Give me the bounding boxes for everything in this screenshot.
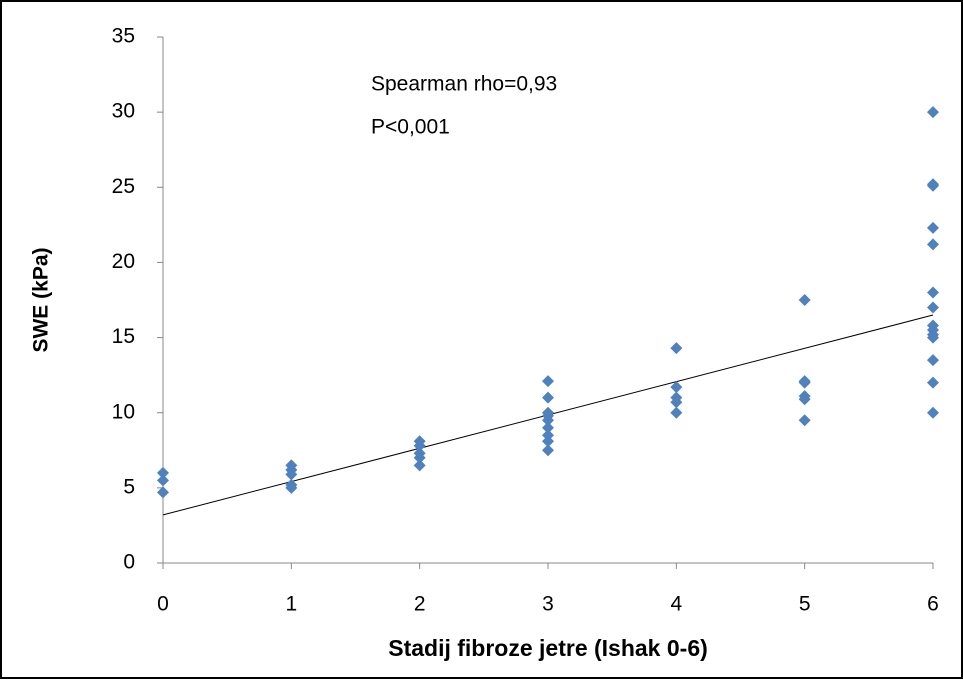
x-axis-label: Stadij fibroze jetre (Ishak 0-6) — [388, 635, 708, 661]
x-tick-label: 1 — [285, 593, 297, 616]
point — [798, 393, 811, 406]
y-axis-label: SWE (kPa) — [30, 247, 53, 352]
point — [542, 391, 554, 404]
point — [927, 354, 939, 367]
point — [413, 459, 426, 472]
point — [157, 486, 169, 499]
point — [927, 221, 939, 234]
point — [157, 466, 169, 479]
point — [413, 451, 426, 464]
point — [670, 342, 683, 355]
point — [542, 435, 554, 448]
point — [285, 481, 298, 494]
point — [798, 414, 811, 427]
x-tick-label: 2 — [414, 593, 426, 616]
y-tick-label: 35 — [112, 25, 135, 48]
point — [927, 286, 939, 299]
y-tick-label: 30 — [112, 100, 135, 123]
annotation: P<0,001 — [371, 116, 450, 139]
y-tick-label: 25 — [112, 175, 135, 198]
point — [542, 444, 554, 457]
point — [798, 376, 811, 389]
y-tick-label: 15 — [112, 325, 135, 348]
x-tick-label: 6 — [927, 593, 939, 616]
point — [542, 429, 554, 442]
y-tick-label: 0 — [123, 551, 135, 574]
x-tick-label: 3 — [542, 593, 554, 616]
point — [670, 381, 683, 394]
annotation: Spearman rho=0,93 — [371, 73, 557, 96]
y-tick-label: 5 — [123, 475, 135, 498]
y-tick-label: 20 — [112, 250, 135, 273]
point — [157, 474, 169, 487]
point — [413, 439, 426, 452]
point — [927, 238, 939, 251]
point — [927, 179, 939, 192]
point — [798, 294, 811, 306]
point — [670, 406, 683, 419]
x-tick-label: 5 — [799, 593, 811, 616]
point — [542, 414, 554, 427]
point — [927, 406, 939, 419]
point — [927, 376, 939, 389]
point — [542, 421, 554, 434]
point — [542, 375, 554, 388]
point — [927, 106, 939, 119]
point — [670, 396, 683, 409]
y-tick-label: 10 — [112, 400, 135, 423]
x-tick-label: 4 — [670, 593, 682, 616]
point — [927, 331, 939, 344]
point — [285, 468, 298, 481]
x-tick-label: 0 — [157, 593, 169, 616]
point — [927, 301, 939, 314]
